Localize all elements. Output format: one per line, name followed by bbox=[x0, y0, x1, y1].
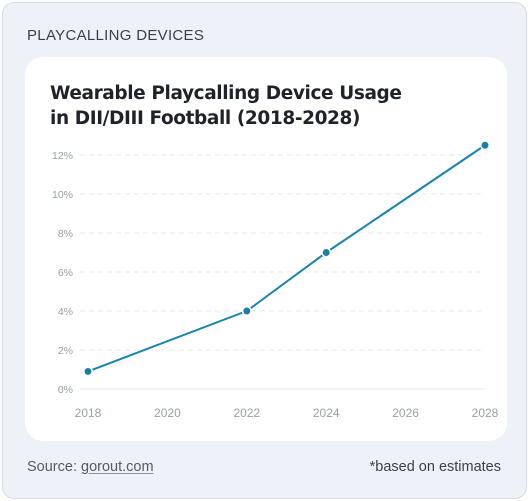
y-tick-label: 6% bbox=[58, 267, 73, 279]
x-tick-label: 2022 bbox=[233, 406, 260, 420]
y-tick-label: 10% bbox=[52, 189, 73, 201]
x-tick-label: 2028 bbox=[472, 406, 499, 420]
y-tick-label: 2% bbox=[58, 345, 73, 357]
y-tick-label: 0% bbox=[58, 384, 73, 396]
section-label: PLAYCALLING DEVICES bbox=[27, 27, 205, 44]
source-prefix: Source: bbox=[27, 459, 81, 475]
chart-title-line2: in DII/DIII Football (2018-2028) bbox=[50, 108, 361, 129]
y-tick-label: 8% bbox=[58, 228, 73, 240]
data-point bbox=[321, 247, 332, 258]
source-link[interactable]: gorout.com bbox=[81, 459, 154, 475]
data-point bbox=[83, 366, 93, 377]
line-chart: 0% 2% 4% 6% 8% 10% 12% 2018 2020 2022 2024 2026 2028 bbox=[52, 140, 499, 420]
x-tick-label: 2024 bbox=[313, 406, 340, 420]
x-tick-label: 2026 bbox=[392, 406, 419, 420]
estimates-note: *based on estimates bbox=[369, 459, 501, 475]
data-point bbox=[480, 140, 490, 151]
source-text: Source: gorout.com bbox=[27, 459, 154, 475]
chart-card: Wearable Playcalling Device Usage in DII… bbox=[25, 57, 507, 441]
chart-title: Wearable Playcalling Device Usage in DII… bbox=[50, 81, 450, 131]
y-tick-label: 12% bbox=[52, 150, 73, 162]
x-tick-label: 2020 bbox=[154, 406, 181, 420]
x-tick-label: 2018 bbox=[75, 406, 102, 420]
data-point bbox=[241, 306, 252, 316]
y-tick-label: 4% bbox=[58, 306, 73, 318]
chart-title-line1: Wearable Playcalling Device Usage bbox=[50, 83, 402, 104]
series-line bbox=[87, 144, 486, 373]
